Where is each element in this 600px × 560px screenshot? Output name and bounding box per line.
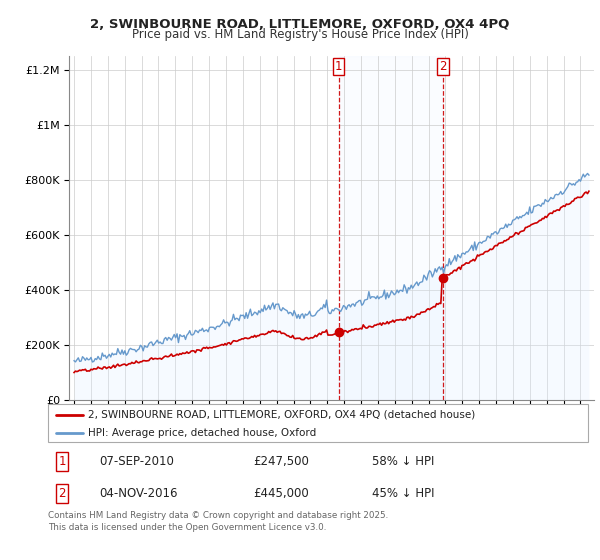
Text: 2, SWINBOURNE ROAD, LITTLEMORE, OXFORD, OX4 4PQ: 2, SWINBOURNE ROAD, LITTLEMORE, OXFORD, … xyxy=(91,18,509,31)
Text: 1: 1 xyxy=(58,455,66,468)
Text: 45% ↓ HPI: 45% ↓ HPI xyxy=(372,487,434,500)
Text: 04-NOV-2016: 04-NOV-2016 xyxy=(100,487,178,500)
Text: £247,500: £247,500 xyxy=(253,455,309,468)
Text: £445,000: £445,000 xyxy=(253,487,309,500)
Text: Price paid vs. HM Land Registry's House Price Index (HPI): Price paid vs. HM Land Registry's House … xyxy=(131,28,469,41)
Text: Contains HM Land Registry data © Crown copyright and database right 2025.
This d: Contains HM Land Registry data © Crown c… xyxy=(48,511,388,531)
Bar xyxy=(338,56,443,400)
Text: 58% ↓ HPI: 58% ↓ HPI xyxy=(372,455,434,468)
Text: 07-SEP-2010: 07-SEP-2010 xyxy=(100,455,174,468)
Text: 2: 2 xyxy=(58,487,66,500)
Text: 1: 1 xyxy=(335,60,342,73)
Text: 2: 2 xyxy=(439,60,446,73)
Text: 2, SWINBOURNE ROAD, LITTLEMORE, OXFORD, OX4 4PQ (detached house): 2, SWINBOURNE ROAD, LITTLEMORE, OXFORD, … xyxy=(89,409,476,419)
Text: HPI: Average price, detached house, Oxford: HPI: Average price, detached house, Oxfo… xyxy=(89,428,317,438)
FancyBboxPatch shape xyxy=(48,404,588,442)
